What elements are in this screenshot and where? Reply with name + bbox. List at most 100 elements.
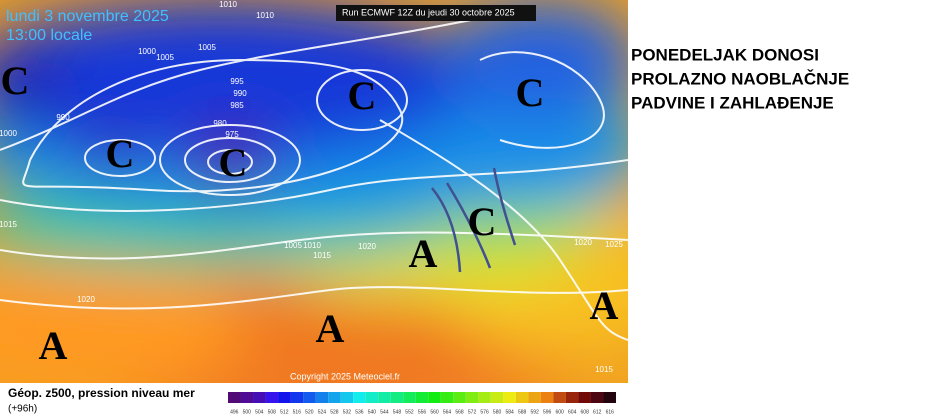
scale-label: 608 (581, 409, 590, 415)
scale-swatch (403, 392, 416, 403)
scale-label: 544 (380, 409, 389, 415)
scale-swatch (528, 392, 541, 403)
scale-label: 592 (530, 409, 539, 415)
scale-swatch (478, 392, 491, 403)
pressure-center: A (409, 231, 438, 276)
scale-swatch (253, 392, 266, 403)
forecast-time: 13:00 locale (6, 27, 92, 44)
scale-label: 552 (405, 409, 414, 415)
scale-swatch (453, 392, 466, 403)
scale-label: 504 (255, 409, 264, 415)
scale-swatch (565, 392, 579, 403)
isobar-label: 980 (213, 119, 227, 128)
isobar-label: 1000 (0, 129, 17, 138)
isobar-label: 1020 (77, 295, 95, 304)
scale-label: 580 (493, 409, 502, 415)
isobar-label: 1020 (574, 238, 592, 247)
headline-line: PADVINE I ZAHLAĐENJE (631, 93, 834, 112)
scale-label: 596 (543, 409, 552, 415)
pressure-center: A (590, 283, 619, 328)
scale-swatch (590, 392, 604, 403)
isobar-label: 1010 (303, 241, 321, 250)
scale-swatch (315, 392, 329, 403)
scale-label: 616 (606, 409, 615, 415)
copyright: Copyright 2025 Meteociel.fr (290, 371, 400, 381)
scale-label: 604 (568, 409, 577, 415)
scale-swatch (553, 392, 566, 403)
run-info: Run ECMWF 12Z du jeudi 30 octobre 2025 (342, 7, 515, 17)
scale-swatch (465, 392, 479, 403)
scale-label: 548 (393, 409, 402, 415)
scale-swatch (603, 392, 616, 403)
headline-line: PONEDELJAK DONOSI (631, 45, 819, 64)
scale-swatch (328, 392, 341, 403)
scale-label: 556 (418, 409, 427, 415)
isobar-label: 1015 (313, 251, 331, 260)
isobar-label: 1025 (605, 240, 623, 249)
scale-swatch (390, 392, 404, 403)
scale-label: 520 (305, 409, 314, 415)
isobar-label: 975 (225, 130, 239, 139)
map (0, 0, 628, 383)
scale-swatch (303, 392, 316, 403)
scale-swatch (353, 392, 366, 403)
isobar-label: 1005 (156, 53, 174, 62)
scale-swatch (365, 392, 379, 403)
scale-label: 496 (230, 409, 239, 415)
isobar-label: 990 (233, 89, 247, 98)
scale-label: 568 (455, 409, 464, 415)
scale-label: 612 (593, 409, 602, 415)
isobar-label: 995 (230, 77, 244, 86)
scale-label: 516 (293, 409, 302, 415)
scale-swatch (378, 392, 391, 403)
isobar-label: 1010 (219, 0, 237, 9)
isobar-label: 985 (230, 101, 244, 110)
scale-swatch (228, 392, 241, 403)
isobar-label: 1015 (595, 365, 613, 374)
scale-swatch (578, 392, 591, 403)
scale-label: 564 (443, 409, 452, 415)
headline-line: PROLAZNO NAOBLAČNJE (631, 69, 849, 88)
pressure-center: C (1, 58, 30, 103)
isobar-label: 1020 (358, 242, 376, 251)
isobar-label: 1010 (256, 11, 274, 20)
scale-label: 528 (330, 409, 339, 415)
scale-swatch (278, 392, 291, 403)
scale-label: 584 (505, 409, 514, 415)
pressure-center: A (39, 323, 68, 368)
scale-label: 524 (318, 409, 327, 415)
isobar-label: 1015 (0, 220, 17, 229)
scale-swatch (265, 392, 279, 403)
scale-swatch (440, 392, 454, 403)
forecast-date: lundi 3 novembre 2025 (6, 8, 169, 25)
isobar-label: 990 (56, 113, 70, 122)
isobar-label: 1000 (138, 47, 156, 56)
scale-swatch (428, 392, 441, 403)
scale-label: 560 (430, 409, 439, 415)
isobar-labels: 1010101010051000100599599098598097599010… (0, 0, 623, 374)
scale-label: 508 (268, 409, 277, 415)
scale-label: 588 (518, 409, 527, 415)
pressure-center: C (516, 70, 545, 115)
scale-label: 576 (480, 409, 489, 415)
scale-swatch (515, 392, 529, 403)
scale-swatch (290, 392, 304, 403)
legend-title: Géop. z500, pression niveau mer (8, 386, 195, 400)
scale-swatch (240, 392, 254, 403)
pressure-center: C (348, 73, 377, 118)
isobar-label: 1005 (284, 241, 302, 250)
color-scale: 496 500 504 508 512 516 520 524 528 532 536 540 544 5… (228, 392, 616, 415)
scale-label: 572 (468, 409, 477, 415)
scale-label: 500 (243, 409, 252, 415)
legend-lead: (+96h) (8, 404, 37, 415)
scale-swatch (415, 392, 429, 403)
scale-swatch (503, 392, 516, 403)
pressure-center: C (468, 199, 497, 244)
scale-label: 532 (343, 409, 352, 415)
scale-swatch (340, 392, 354, 403)
scale-label: 536 (355, 409, 364, 415)
scale-label: 600 (556, 409, 565, 415)
